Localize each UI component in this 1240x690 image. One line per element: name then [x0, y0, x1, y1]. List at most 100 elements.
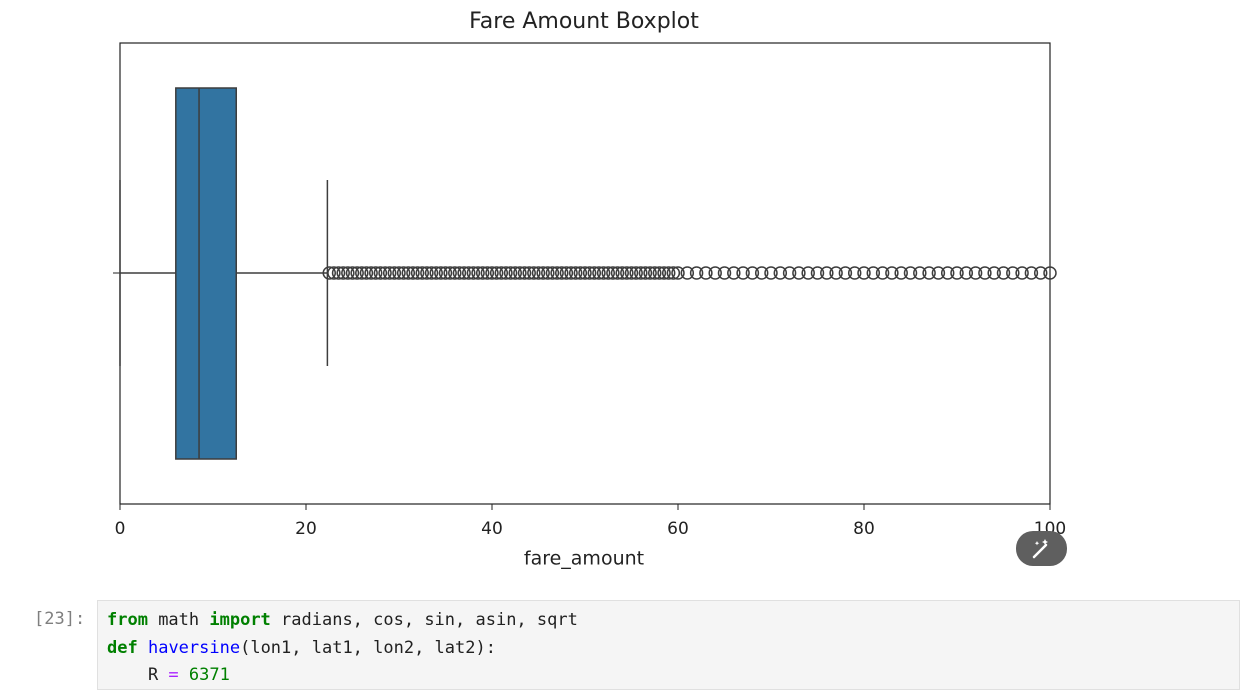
- outlier: [336, 266, 350, 280]
- outlier: [615, 266, 629, 280]
- code-token: math: [147, 610, 210, 630]
- outlier: [327, 266, 341, 280]
- outlier: [903, 266, 918, 280]
- outlier: [573, 266, 588, 280]
- code-token: haversine: [147, 637, 241, 658]
- code-cell[interactable]: from math import radians, cos, sin, asin…: [97, 600, 1240, 690]
- outlier: [978, 266, 992, 280]
- code-token: def: [107, 637, 138, 658]
- outlier: [773, 266, 788, 280]
- edit-button[interactable]: [1016, 531, 1067, 566]
- outlier: [555, 266, 569, 280]
- outlier: [503, 266, 518, 280]
- outlier: [638, 266, 653, 280]
- outlier: [345, 266, 360, 280]
- outlier: [610, 266, 625, 280]
- outlier: [601, 266, 615, 280]
- code-token: radians, cos, sin, asin, sqrt: [270, 610, 578, 630]
- outlier: [438, 266, 453, 280]
- outlier: [466, 266, 481, 280]
- outlier: [754, 266, 769, 280]
- outlier: [1033, 266, 1048, 280]
- outlier: [410, 266, 425, 280]
- outlier: [987, 266, 1001, 280]
- outlier: [531, 266, 546, 280]
- outlier: [494, 266, 509, 280]
- outlier: [717, 266, 732, 280]
- outlier: [364, 266, 378, 280]
- outlier: [536, 266, 550, 280]
- outlier: [764, 266, 778, 280]
- outlier: [359, 266, 374, 280]
- box: [175, 87, 238, 460]
- outlier: [480, 266, 495, 280]
- outlier: [545, 266, 560, 280]
- outlier: [620, 266, 634, 280]
- outlier: [564, 266, 578, 280]
- outlier: [634, 266, 648, 280]
- outlier: [578, 266, 592, 280]
- outlier: [406, 266, 420, 280]
- outlier: [931, 266, 946, 280]
- outlier: [522, 266, 536, 280]
- outlier: [489, 266, 504, 280]
- code-token: R: [107, 665, 169, 685]
- code-line: R = 6371: [107, 665, 230, 687]
- outlier: [657, 266, 671, 280]
- outlier: [857, 266, 871, 280]
- outlier: [331, 266, 346, 280]
- outlier: [415, 266, 429, 280]
- outlier: [829, 266, 843, 280]
- outlier: [1015, 266, 1029, 280]
- outlier: [847, 266, 862, 280]
- outlier: [392, 266, 406, 280]
- x-tick-label: 40: [481, 519, 503, 539]
- outlier: [699, 266, 713, 280]
- outlier: [922, 266, 936, 280]
- outlier: [894, 266, 908, 280]
- outlier: [596, 266, 611, 280]
- outlier: [624, 266, 639, 280]
- code-token: (lon1, lat1, lon2, lat2):: [240, 637, 496, 658]
- code-token: [138, 638, 148, 658]
- outlier: [736, 266, 750, 280]
- outlier: [369, 266, 383, 280]
- x-tick-label: 20: [295, 519, 317, 539]
- outlier: [541, 266, 555, 280]
- code-token: 6371: [188, 665, 230, 685]
- outlier: [652, 266, 667, 280]
- outlier: [875, 266, 890, 280]
- outlier: [820, 266, 834, 280]
- outlier: [885, 266, 899, 280]
- outlier: [592, 266, 606, 280]
- outlier: [913, 266, 927, 280]
- outlier: [457, 266, 471, 280]
- x-tick-label: 60: [667, 519, 689, 539]
- outlier: [940, 266, 955, 280]
- code-token: from: [107, 610, 148, 630]
- chart: Fare Amount Boxplot fare_amount 0 20 40 60 8…: [113, 9, 1067, 570]
- outlier: [499, 266, 513, 280]
- outlier: [629, 266, 643, 280]
- outlier: [801, 266, 815, 280]
- outlier: [792, 266, 806, 280]
- outlier: [568, 266, 583, 280]
- outlier: [810, 266, 825, 280]
- outlier: [471, 266, 485, 280]
- outlier: [648, 266, 662, 280]
- outlier: [689, 266, 704, 280]
- outlier: [513, 266, 527, 280]
- outlier: [968, 266, 983, 280]
- outlier: [387, 266, 402, 280]
- outlier: [782, 266, 797, 280]
- outlier: [866, 266, 881, 280]
- outlier: [587, 266, 602, 280]
- outlier: [373, 266, 388, 280]
- outlier: [959, 266, 974, 280]
- outlier: [680, 266, 695, 280]
- outlier: [745, 266, 760, 280]
- outlier: [559, 266, 574, 280]
- outlier: [727, 266, 741, 280]
- outlier: [671, 266, 685, 280]
